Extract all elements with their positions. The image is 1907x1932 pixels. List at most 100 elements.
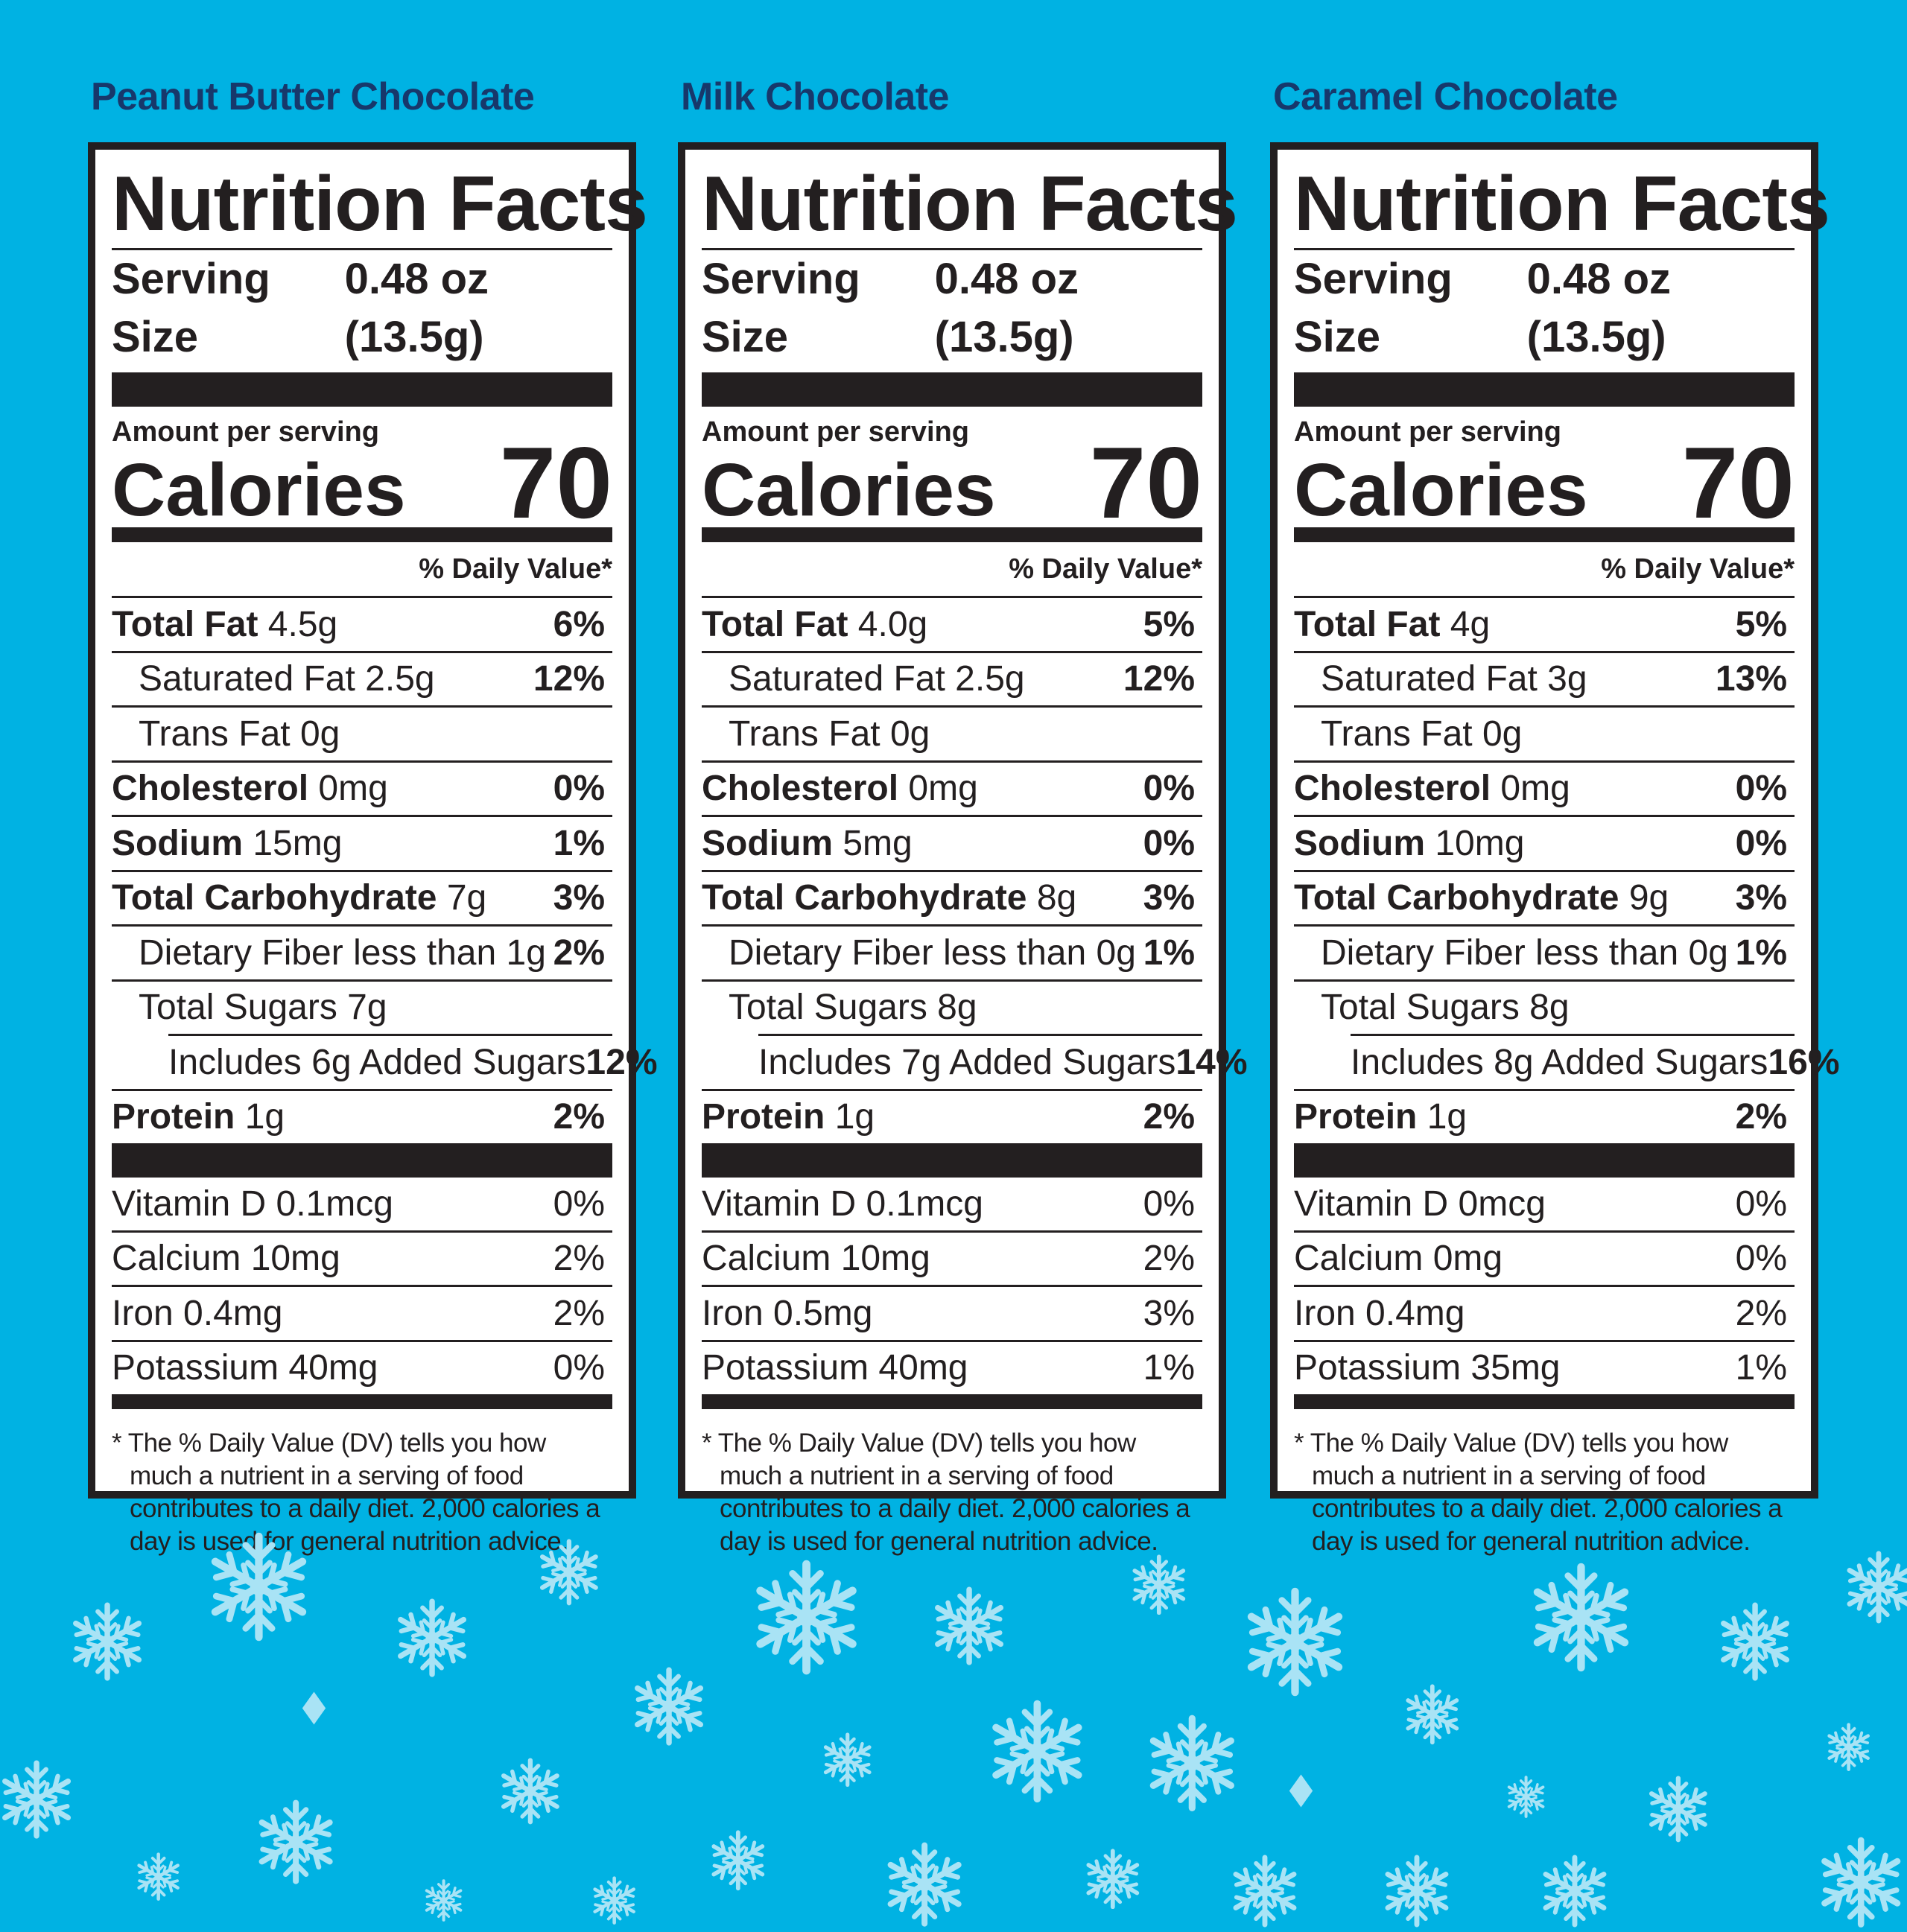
vitamin-name: Vitamin D 0.1mcg <box>702 1183 983 1224</box>
nutrient-name: Total Carbohydrate 9g <box>1294 877 1669 918</box>
divider-thick <box>702 1143 1202 1178</box>
panel-content: Nutrition Facts Serving Size 0.48 oz (13.5… <box>702 163 1248 1558</box>
vitamin-row: Iron 0.5mg 3% <box>702 1285 1202 1340</box>
calories-value: 70 <box>1681 426 1795 539</box>
snowflake-icon <box>1143 1715 1241 1816</box>
nutrient-row: Cholesterol 0mg 0% <box>702 760 1202 816</box>
amount-per-serving-label: Amount per serving <box>1294 416 1561 448</box>
nutrient-row: Includes 8g Added Sugars 16% <box>1351 1034 1840 1089</box>
nutrient-row: Trans Fat 0g <box>702 705 1202 760</box>
snowflake-icon <box>1228 1855 1301 1931</box>
vitamin-daily-value: 2% <box>1143 1239 1195 1279</box>
nutrition-facts-heading: Nutrition Facts <box>112 163 648 250</box>
nutrient-label: Trans Fat 0g <box>1321 714 1523 754</box>
nutrient-amount: 0mg <box>908 769 978 809</box>
serving-size-row: Serving Size 0.48 oz (13.5g) <box>1294 250 1795 366</box>
vitamin-daily-value: 1% <box>1735 1348 1787 1388</box>
snowflake-icon <box>393 1598 472 1681</box>
divider-thick <box>112 372 612 407</box>
nutrient-name: Sodium 10mg <box>1294 823 1524 864</box>
vitamin-name: Potassium 40mg <box>112 1348 378 1388</box>
nutrient-label: Includes 7g Added Sugars <box>758 1042 1176 1082</box>
nutrient-row: Total Fat 4.5g 6% <box>112 598 612 651</box>
nutrient-name: Total Carbohydrate 8g <box>702 877 1076 918</box>
nutrient-label: Total Carbohydrate <box>112 878 437 918</box>
nutrient-label: Dietary Fiber less than 0g <box>1321 932 1728 973</box>
vitamin-daily-value: 0% <box>553 1183 605 1224</box>
vitamin-name: Iron 0.5mg <box>702 1293 873 1333</box>
serving-size-value: 0.48 oz (13.5g) <box>1526 255 1672 361</box>
snowflake-icon <box>1129 1554 1190 1619</box>
snowflake-icon <box>1526 1563 1636 1676</box>
nutrient-row: Total Sugars 8g <box>702 979 1202 1035</box>
nutrition-facts-heading: Nutrition Facts <box>1294 163 1830 250</box>
nutrient-label: Cholesterol <box>702 769 899 809</box>
nutrient-row: Saturated Fat 2.5g 12% <box>112 650 612 706</box>
nutrient-label: Sodium <box>702 823 833 863</box>
nutrient-name: Total Sugars 7g <box>112 987 387 1028</box>
nutrient-row: Dietary Fiber less than 0g 1% <box>1294 924 1795 979</box>
divider-thick <box>702 372 1202 407</box>
vitamin-row: Calcium 0mg 0% <box>1294 1230 1795 1286</box>
nutrient-row: Saturated Fat 3g 13% <box>1294 650 1795 706</box>
nutrient-row: Cholesterol 0mg 0% <box>1294 760 1795 816</box>
daily-value-footnote: * The % Daily Value (DV) tells you how m… <box>1294 1429 1783 1556</box>
divider-medium <box>1294 527 1795 542</box>
nutrient-name: Protein 1g <box>1294 1096 1467 1137</box>
nutrient-row: Sodium 15mg 1% <box>112 815 612 870</box>
nutrient-daily-value: 12% <box>586 1042 658 1082</box>
nutrient-row: Includes 7g Added Sugars 14% <box>758 1034 1248 1089</box>
vitamin-name: Calcium 10mg <box>702 1239 930 1279</box>
nutrient-label: Protein <box>1294 1097 1418 1137</box>
vitamin-daily-value: 3% <box>1143 1293 1195 1333</box>
nutrient-amount: 15mg <box>253 823 343 863</box>
serving-size-label: Serving Size <box>112 255 270 361</box>
nutrient-name: Protein 1g <box>702 1096 875 1137</box>
snowflake-icon <box>1815 1837 1906 1931</box>
calories-label: Calories <box>1294 448 1588 532</box>
divider-medium <box>112 1394 612 1409</box>
vitamin-row: Potassium 35mg 1% <box>1294 1339 1795 1395</box>
snowflake-icon <box>1240 1587 1350 1700</box>
nutrient-daily-value: 2% <box>1143 1097 1195 1137</box>
nutrient-amount: 4g <box>1450 604 1491 644</box>
nutrient-label: Saturated Fat 2.5g <box>139 659 435 699</box>
nutrient-label: Total Carbohydrate <box>1294 878 1619 918</box>
nutrient-row: Total Sugars 7g <box>112 979 612 1035</box>
serving-size-row: Serving Size 0.48 oz (13.5g) <box>702 250 1202 366</box>
nutrient-name: Dietary Fiber less than 1g <box>112 932 546 973</box>
snowflake-icon <box>820 1732 875 1790</box>
nutrient-amount: 1g <box>834 1097 875 1137</box>
nutrient-daily-value: 1% <box>553 823 605 863</box>
nutrient-row: Sodium 10mg 0% <box>1294 815 1795 870</box>
flavor-title: Milk Chocolate <box>681 75 949 118</box>
nutrient-row: Total Carbohydrate 9g 3% <box>1294 869 1795 925</box>
snowflake-icon <box>1824 1723 1873 1775</box>
nutrient-name: Saturated Fat 3g <box>1294 658 1587 699</box>
divider-medium <box>702 527 1202 542</box>
vitamin-row: Potassium 40mg 1% <box>702 1339 1202 1395</box>
daily-value-header: % Daily Value* <box>1294 542 1795 598</box>
divider-thick <box>1294 1143 1795 1178</box>
vitamin-row: Vitamin D 0.1mcg 0% <box>112 1178 612 1230</box>
daily-value-footnote: * The % Daily Value (DV) tells you how m… <box>702 1429 1190 1556</box>
snowflake-icon <box>1842 1551 1907 1627</box>
nutrient-label: Total Sugars 8g <box>729 988 977 1028</box>
diamond-icon <box>1283 1773 1319 1813</box>
nutrient-daily-value: 12% <box>1123 659 1195 699</box>
nutrient-amount: 4.5g <box>267 604 338 644</box>
nutrient-row: Protein 1g 2% <box>702 1088 1202 1144</box>
divider-thick <box>112 1143 612 1178</box>
vitamin-daily-value: 0% <box>1735 1239 1787 1279</box>
nutrient-daily-value: 0% <box>1143 823 1195 863</box>
vitamin-name: Potassium 40mg <box>702 1348 968 1388</box>
nutrient-daily-value: 14% <box>1175 1042 1248 1082</box>
nutrient-name: Includes 6g Added Sugars <box>168 1042 586 1083</box>
nutrient-row: Protein 1g 2% <box>1294 1088 1795 1144</box>
nutrient-row: Total Fat 4g 5% <box>1294 598 1795 651</box>
vitamin-row: Iron 0.4mg 2% <box>112 1285 612 1340</box>
snowflake-icon <box>590 1876 638 1928</box>
vitamin-daily-value: 0% <box>1143 1183 1195 1224</box>
vitamin-daily-value: 1% <box>1143 1348 1195 1388</box>
vitamin-row: Iron 0.4mg 2% <box>1294 1285 1795 1340</box>
